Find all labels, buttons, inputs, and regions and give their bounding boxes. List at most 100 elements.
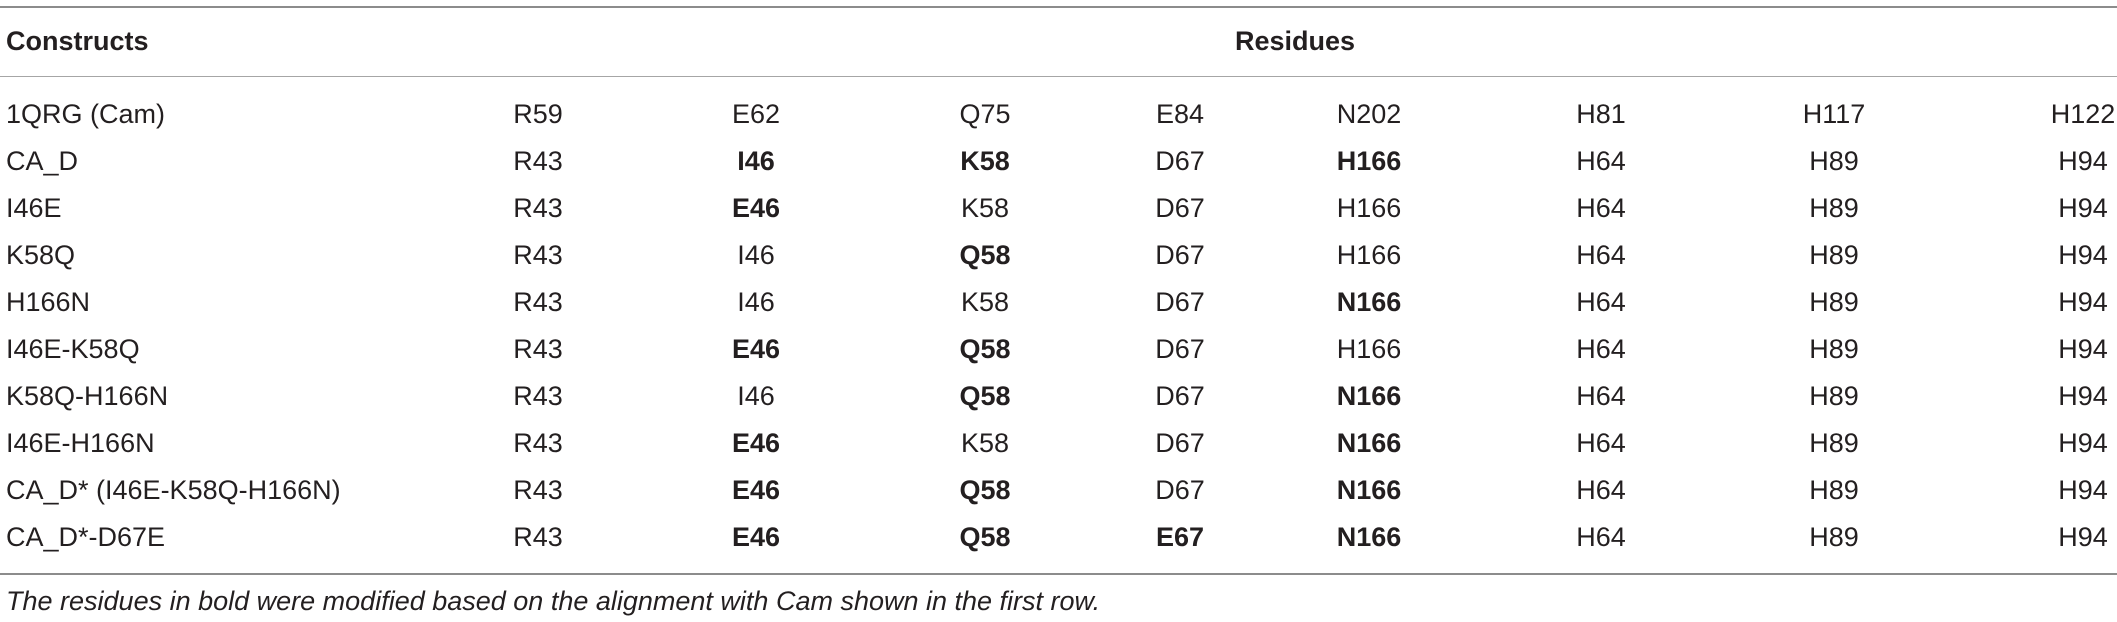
residue-cell: H64 <box>1576 240 1626 270</box>
residue-cell: D67 <box>1155 287 1205 317</box>
residue-cell: Q58 <box>959 334 1011 364</box>
residue-cell: H64 <box>1576 287 1626 317</box>
residue-cell: H89 <box>1809 381 1859 411</box>
residue-cell: K58 <box>960 146 1010 176</box>
residue-cell: N166 <box>1336 428 1402 458</box>
residue-cell: N166 <box>1336 522 1402 552</box>
residue-cell: H64 <box>1576 475 1626 505</box>
residue-cell: R43 <box>513 146 563 176</box>
residue-cell: I46 <box>737 240 775 270</box>
table-row: CA_D*-D67E R43 E46 Q58 E67 N166 H64 H89 H94 <box>0 514 2117 561</box>
residue-cell: R43 <box>513 287 563 317</box>
residue-cell: E46 <box>731 428 781 458</box>
construct-name: I46E <box>6 193 62 223</box>
table-footnote: The residues in bold were modified based… <box>6 586 1101 616</box>
residue-cell: I46 <box>737 381 775 411</box>
residue-cell: H64 <box>1576 381 1626 411</box>
construct-name: 1QRG (Cam) <box>6 99 166 129</box>
residue-cell: R43 <box>513 381 563 411</box>
residue-cell: Q58 <box>959 475 1011 505</box>
construct-name: K58Q-H166N <box>6 381 169 411</box>
residue-cell: K58 <box>960 193 1010 223</box>
residue-cell: H94 <box>2058 522 2108 552</box>
residue-cell: R43 <box>513 334 563 364</box>
residue-cell: K58 <box>960 428 1010 458</box>
residue-cell: K58 <box>960 287 1010 317</box>
construct-name: K58Q <box>6 240 76 270</box>
table-row: CA_D* (I46E-K58Q-H166N) R43 E46 Q58 D67 N166 H… <box>0 467 2117 514</box>
residue-cell: H89 <box>1809 428 1859 458</box>
residue-cell: D67 <box>1155 240 1205 270</box>
construct-name: CA_D <box>6 146 79 176</box>
residue-cell: H64 <box>1576 193 1626 223</box>
residue-cell: E46 <box>731 334 781 364</box>
residue-cell: R43 <box>513 475 563 505</box>
residue-cell: D67 <box>1155 381 1205 411</box>
residue-cell: D67 <box>1155 193 1205 223</box>
residue-cell: H94 <box>2058 193 2108 223</box>
residue-cell: H89 <box>1809 287 1859 317</box>
table-row: CA_D R43 I46 K58 D67 H166 H64 H89 H94 <box>0 138 2117 185</box>
residue-cell: H64 <box>1576 522 1626 552</box>
header-constructs: Constructs <box>6 26 149 56</box>
table-row: H166N R43 I46 K58 D67 N166 H64 H89 H94 <box>0 279 2117 326</box>
residue-cell: H166 <box>1336 193 1402 223</box>
residue-cell: H122 <box>2050 99 2116 129</box>
residue-cell: E67 <box>1155 522 1205 552</box>
residue-cell: H89 <box>1809 522 1859 552</box>
residue-cell: E62 <box>731 99 781 129</box>
residue-cell: H94 <box>2058 146 2108 176</box>
residue-cell: D67 <box>1155 428 1205 458</box>
residue-cell: H89 <box>1809 475 1859 505</box>
residue-cell: H64 <box>1576 146 1626 176</box>
table-row: I46E-H166N R43 E46 K58 D67 N166 H64 H89 H94 <box>0 420 2117 467</box>
residue-cell: E46 <box>731 193 781 223</box>
residue-cell: D67 <box>1155 146 1205 176</box>
residue-cell: E46 <box>731 522 781 552</box>
residue-cell: R43 <box>513 193 563 223</box>
residue-cell: N166 <box>1336 475 1402 505</box>
header-rule <box>0 76 2117 77</box>
residue-cell: Q58 <box>959 522 1011 552</box>
construct-name: H166N <box>6 287 91 317</box>
residue-cell: I46 <box>737 287 775 317</box>
table-row: I46E R43 E46 K58 D67 H166 H64 H89 H94 <box>0 185 2117 232</box>
residue-cell: N166 <box>1336 381 1402 411</box>
residue-cell: H81 <box>1576 99 1626 129</box>
residue-cell: D67 <box>1155 334 1205 364</box>
residue-cell: H89 <box>1809 146 1859 176</box>
residue-cell: H166 <box>1336 240 1402 270</box>
table-row: 1QRG (Cam) R59 E62 Q75 E84 N202 H81 H117 H122 <box>0 91 2117 138</box>
residue-cell: H94 <box>2058 240 2108 270</box>
residue-cell: H89 <box>1809 193 1859 223</box>
bottom-rule <box>0 573 2117 575</box>
residue-cell: H94 <box>2058 287 2108 317</box>
residue-cell: N166 <box>1336 287 1402 317</box>
residue-cell: N202 <box>1336 99 1402 129</box>
residue-cell: H89 <box>1809 334 1859 364</box>
top-rule <box>0 6 2117 8</box>
residue-cell: R43 <box>513 522 563 552</box>
table-row: K58Q R43 I46 Q58 D67 H166 H64 H89 H94 <box>0 232 2117 279</box>
residue-cell: Q75 <box>959 99 1011 129</box>
residue-cell: H166 <box>1336 334 1402 364</box>
residue-cell: R43 <box>513 240 563 270</box>
residue-cell: D67 <box>1155 475 1205 505</box>
residue-cell: H117 <box>1802 99 1866 129</box>
residue-cell: H94 <box>2058 381 2108 411</box>
residue-cell: R59 <box>513 99 563 129</box>
table-row: K58Q-H166N R43 I46 Q58 D67 N166 H64 H89 H94 <box>0 373 2117 420</box>
construct-name: I46E-H166N <box>6 428 155 458</box>
residue-cell: Q58 <box>959 240 1011 270</box>
residue-cell: H94 <box>2058 475 2108 505</box>
residue-cell: E84 <box>1155 99 1205 129</box>
header-residues: Residues <box>1235 26 1356 56</box>
construct-name: CA_D* (I46E-K58Q-H166N) <box>6 475 341 505</box>
residue-cell: H64 <box>1576 334 1626 364</box>
residue-cell: H166 <box>1336 146 1402 176</box>
residue-cell: E46 <box>731 475 781 505</box>
residue-cell: Q58 <box>959 381 1011 411</box>
construct-name: I46E-K58Q <box>6 334 140 364</box>
residue-cell: H94 <box>2058 334 2108 364</box>
